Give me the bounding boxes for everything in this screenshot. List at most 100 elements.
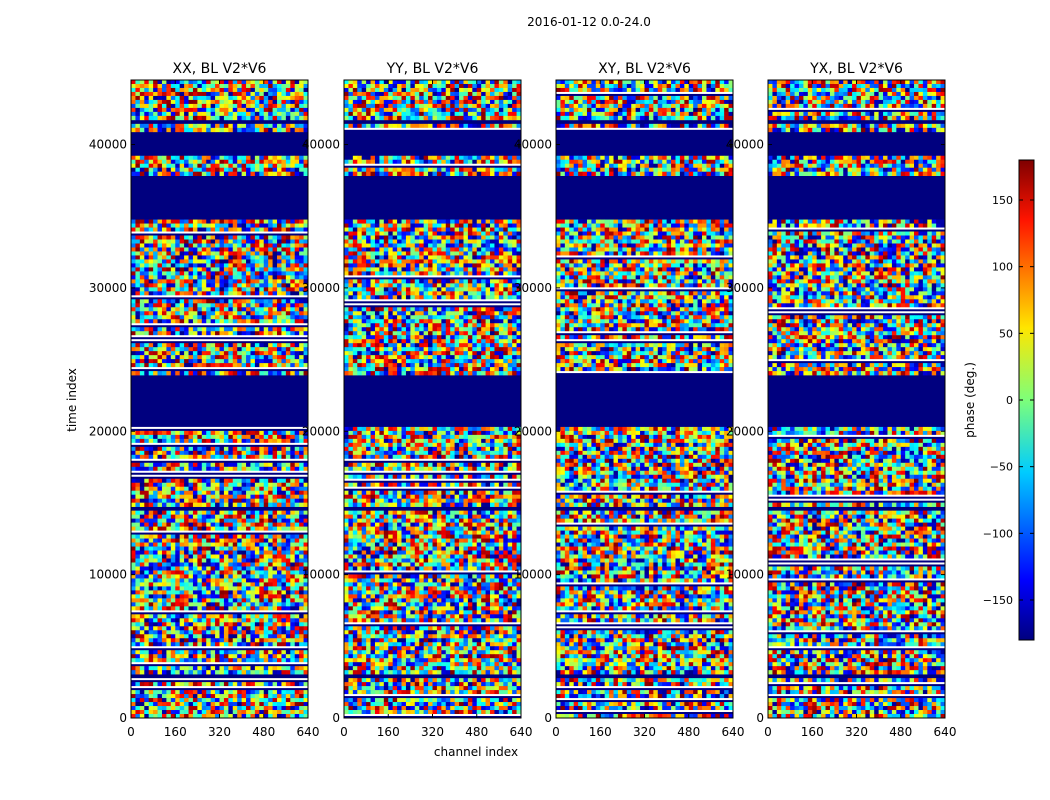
phase-cell (192, 490, 198, 495)
phase-cell (294, 538, 300, 543)
phase-cell (250, 111, 256, 117)
phase-cell (188, 562, 194, 567)
phase-cell (294, 307, 300, 312)
phase-cell (210, 291, 216, 296)
phase-cell (161, 542, 167, 547)
phase-cell (277, 243, 282, 248)
phase-cell (277, 275, 282, 280)
phase-cell (237, 283, 242, 288)
phase-cell (254, 702, 260, 707)
phase-cell (188, 303, 194, 308)
phase-cell (215, 343, 220, 348)
phase-cell (263, 219, 269, 224)
phase-cell (153, 267, 158, 272)
phase-cell (250, 658, 256, 663)
phase-cell (250, 490, 256, 495)
phase-cell (206, 714, 211, 719)
phase-cell (157, 710, 163, 715)
phase-cell (281, 107, 287, 113)
phase-cell (215, 690, 220, 695)
phase-cell (175, 538, 180, 543)
phase-cell (241, 558, 247, 563)
phase-cell (197, 682, 203, 687)
phase-cell (299, 163, 304, 169)
phase-cell (215, 638, 220, 643)
phase-cell (153, 159, 158, 165)
phase-cell (135, 522, 141, 527)
phase-cell (250, 546, 256, 551)
phase-cell (290, 251, 296, 256)
phase-cell (161, 430, 167, 436)
phase-cell (223, 430, 229, 436)
phase-cell (294, 283, 300, 288)
phase-cell (157, 227, 163, 232)
phase-cell (294, 327, 300, 332)
phase-cell (157, 343, 163, 348)
phase-cell (131, 606, 136, 611)
phase-cell (192, 614, 198, 619)
phase-cell (206, 251, 211, 256)
phase-cell (246, 618, 251, 623)
phase-cell (428, 123, 433, 129)
phase-cell (192, 710, 198, 715)
phase-cell (206, 542, 211, 547)
phase-cell (197, 598, 203, 603)
phase-cell (184, 287, 189, 292)
phase-cell (184, 694, 189, 699)
phase-cell (135, 307, 141, 312)
phase-cell (259, 446, 265, 452)
phase-cell (348, 107, 354, 113)
phase-cell (206, 219, 211, 224)
phase-cell (188, 155, 194, 161)
phase-cell (490, 115, 495, 121)
phase-cell (210, 371, 216, 376)
phase-cell (294, 590, 300, 595)
phase-cell (272, 163, 278, 169)
phase-cell (423, 123, 429, 129)
phase-cell (246, 554, 251, 559)
phase-cell (303, 582, 309, 587)
phase-cell (259, 303, 265, 308)
phase-cell (277, 99, 282, 105)
phase-cell (397, 87, 402, 93)
phase-cell (516, 99, 522, 105)
phase-cell (281, 319, 287, 324)
phase-cell (237, 574, 242, 579)
phase-cell (232, 706, 238, 711)
phase-cell (285, 163, 291, 169)
phase-cell (254, 562, 260, 567)
phase-cell (215, 99, 220, 105)
phase-cell (379, 111, 385, 117)
phase-cell (294, 243, 300, 248)
phase-cell (148, 434, 154, 440)
phase-cell (303, 710, 309, 715)
phase-cell (454, 83, 460, 89)
phase-cell (170, 155, 176, 161)
phase-cell (294, 247, 300, 252)
phase-cell (441, 99, 447, 105)
phase-cell (259, 526, 265, 531)
phase-cell (303, 534, 309, 539)
phase-cell (299, 478, 304, 484)
phase-cell (184, 622, 189, 627)
phase-cell (175, 558, 180, 563)
phase-cell (219, 319, 225, 324)
phase-cell (144, 83, 149, 89)
phase-cell (206, 522, 211, 527)
phase-cell (148, 490, 154, 495)
phase-cell (290, 171, 296, 176)
phase-cell (450, 91, 455, 97)
phase-cell (263, 630, 269, 635)
phase-cell (268, 510, 273, 515)
phase-cell (170, 235, 176, 240)
phase-cell (303, 486, 309, 492)
phase-cell (290, 263, 296, 268)
phase-cell (237, 111, 242, 117)
phase-cell (148, 606, 154, 611)
phase-cell (139, 99, 145, 105)
phase-cell (237, 299, 242, 304)
phase-cell (259, 698, 265, 703)
phase-cell (215, 279, 220, 284)
phase-cell (188, 490, 194, 495)
phase-cell (241, 331, 247, 336)
